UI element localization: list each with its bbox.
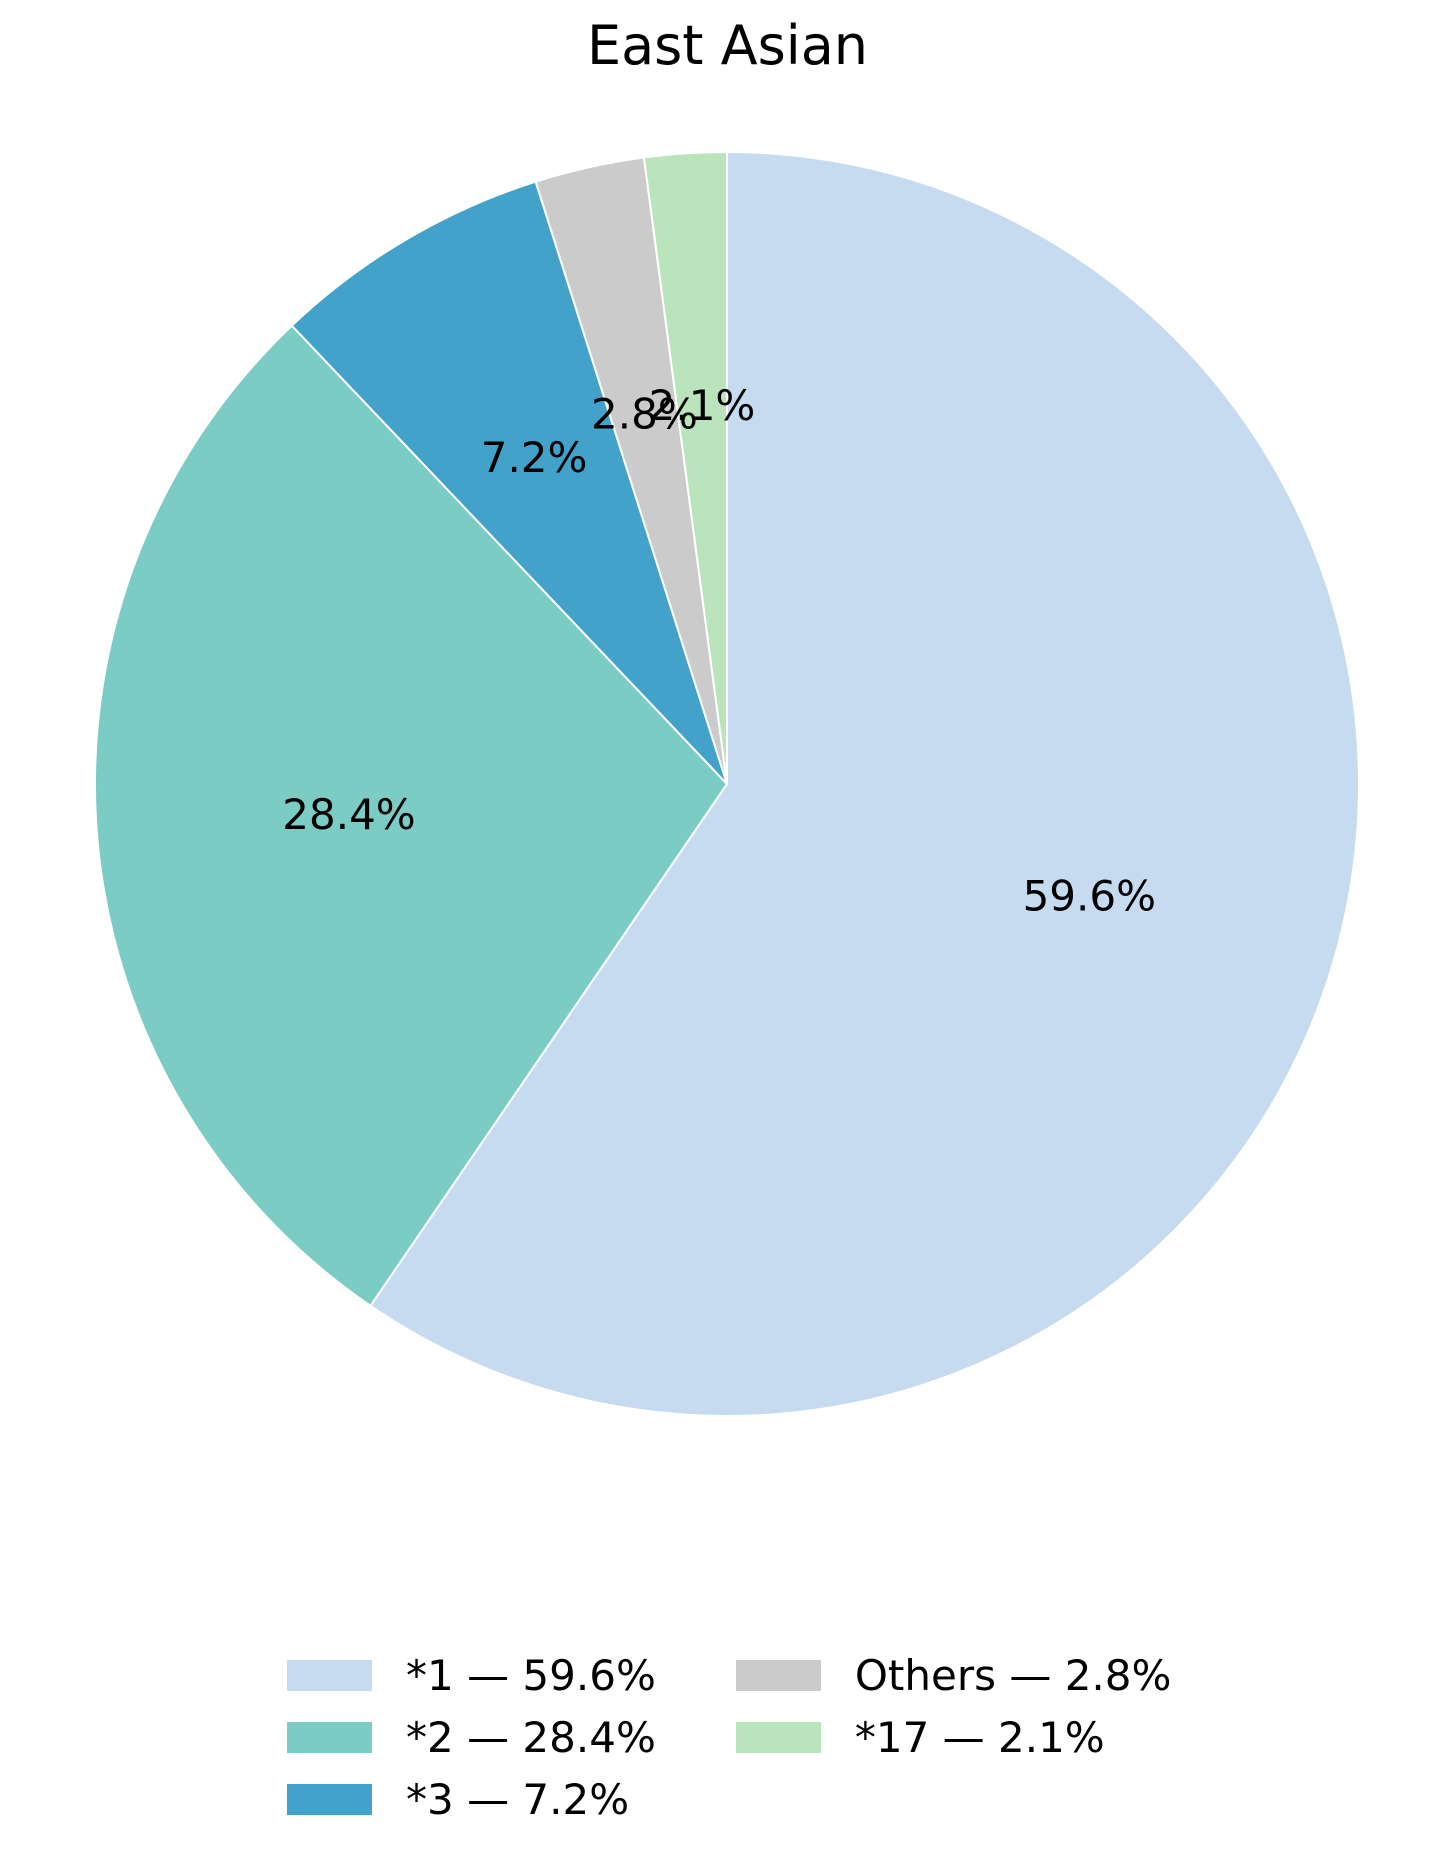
pie-wedge-2	[94, 324, 728, 1307]
legend-swatch	[735, 1659, 821, 1691]
pct-label-3: 7.2%	[481, 433, 588, 482]
legend-swatch	[287, 1783, 372, 1815]
pie-wedge-17	[642, 151, 728, 785]
legend-swatch	[287, 1659, 372, 1691]
pct-label-1: 59.6%	[1023, 872, 1156, 921]
legend-item-1: *1 — 59.6%	[287, 1650, 656, 1700]
legend-item-17: *17 — 2.1%	[735, 1712, 1172, 1762]
pct-label-17: 2.1%	[649, 381, 756, 430]
legend-swatch	[287, 1721, 372, 1753]
pie-wedge-1	[369, 151, 1360, 1417]
pct-label-others: 2.8%	[591, 389, 698, 438]
chart-title: East Asian	[586, 14, 869, 77]
legend-item-3: *3 — 7.2%	[287, 1774, 656, 1824]
legend-label: *17 — 2.1%	[854, 1712, 1105, 1762]
legend-label: *3 — 7.2%	[406, 1774, 630, 1824]
pie-wedge-3	[290, 180, 728, 785]
legend-label: Others — 2.8%	[854, 1650, 1172, 1700]
legend-swatch	[735, 1721, 821, 1753]
legend: *1 — 59.6% *2 — 28.4% *3 — 7.2% Others — 2.…	[287, 1650, 1171, 1836]
pct-label-2: 28.4%	[282, 790, 415, 839]
legend-label: *2 — 28.4%	[406, 1712, 656, 1762]
legend-label: *1 — 59.6%	[406, 1650, 656, 1700]
legend-column: Others — 2.8% *17 — 2.1%	[735, 1650, 1172, 1836]
legend-item-2: *2 — 28.4%	[287, 1712, 656, 1762]
legend-column: *1 — 59.6% *2 — 28.4% *3 — 7.2%	[287, 1650, 656, 1836]
legend-item-others: Others — 2.8%	[735, 1650, 1172, 1700]
